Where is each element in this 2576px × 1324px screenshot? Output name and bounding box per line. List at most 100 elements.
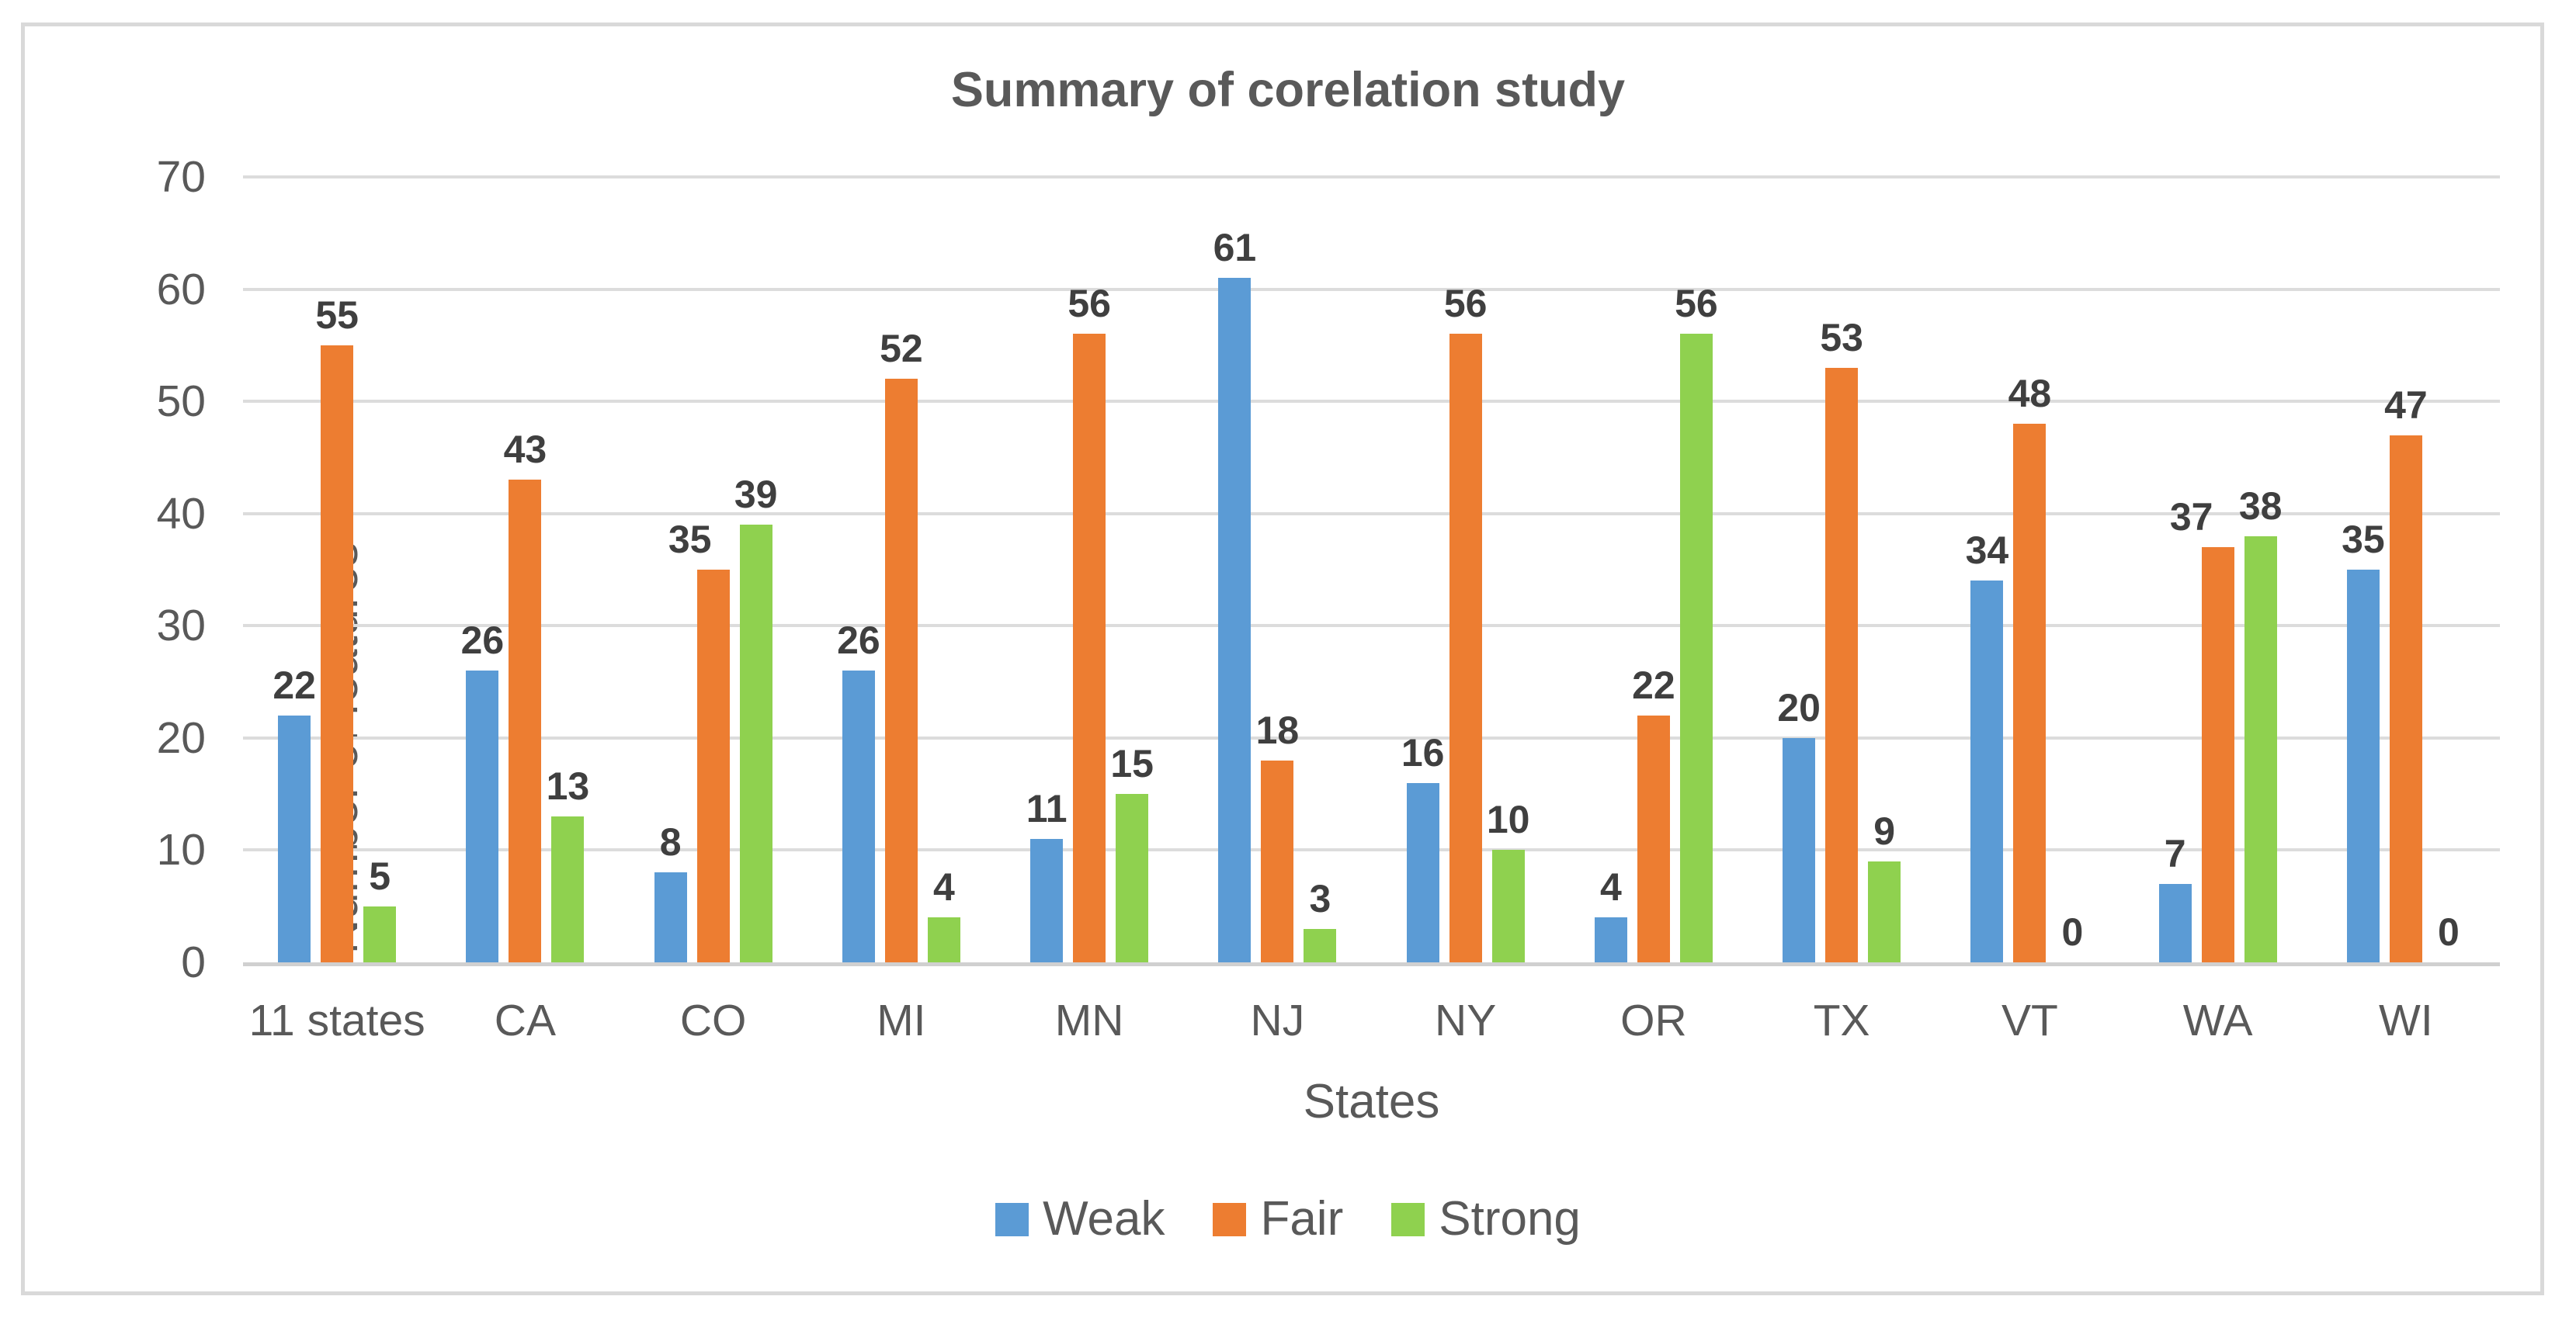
bar-slot-fair: 53 [1820,177,1863,962]
bar-slot-fair: 52 [880,177,923,962]
data-label-fair: 56 [1068,282,1111,326]
data-label-weak: 35 [2342,518,2385,561]
bar-cluster: 4 22 56 [1560,177,1748,962]
bar-groups: 22 55 5 11 states 26 43 13 CA 8 35 39 CO 26 52 4 MI 11 56… [243,177,2500,1045]
data-label-weak: 20 [1777,685,1821,730]
x-category-label: VT [2001,996,2058,1045]
bar-weak [2158,883,2192,962]
data-label-strong: 15 [1110,742,1154,786]
bar-fair [696,570,730,962]
bar-weak [2346,570,2380,962]
bar-weak [1218,278,1252,962]
gridline [243,511,2500,515]
bar-slot-strong: 9 [1868,177,1901,962]
bar-cluster: 26 52 4 [807,177,995,962]
legend-swatch-fair [1213,1202,1247,1236]
y-tick-label: 60 [156,264,206,314]
bar-cluster: 34 48 0 [1935,177,2123,962]
x-category-label: 11 states [248,996,425,1045]
bar-strong [2244,535,2277,962]
data-label-weak: 26 [837,619,880,663]
chart-border-frame [21,23,2544,1295]
data-label-fair: 48 [2008,372,2052,416]
x-category-label: CA [494,996,556,1045]
data-label-strong: 10 [1486,798,1530,842]
bar-weak [1594,917,1627,962]
x-axis-line [243,962,2500,966]
bar-slot-weak: 20 [1777,177,1821,962]
bar-weak [842,671,875,962]
bar-slot-strong: 15 [1110,177,1154,962]
bar-cluster: 7 37 38 [2124,177,2312,962]
bar-cluster: 22 55 5 [243,177,431,962]
bar-slot-weak: 61 [1213,177,1256,962]
bar-weak [1783,737,1816,962]
bar-slot-fair: 37 [2170,177,2234,962]
data-label-weak: 26 [460,619,505,663]
bar-cluster: 11 56 15 [995,177,1183,962]
data-label-fair: 43 [503,428,547,472]
data-label-strong: 5 [369,854,391,898]
bar-weak [1970,581,2004,962]
bar-slot-fair: 56 [1444,177,1487,962]
data-label-weak: 61 [1213,226,1257,270]
y-tick-label: 50 [156,376,206,427]
category-group-or: 4 22 56 OR [1560,177,1748,1045]
data-label-strong: 56 [1675,282,1718,326]
category-group-mn: 11 56 15 MN [995,177,1183,1045]
x-category-label: MI [877,996,926,1045]
bar-slot-strong: 39 [734,177,777,962]
bar-fair [2389,435,2422,962]
data-label-strong: 9 [1873,809,1896,853]
bar-cluster: 61 18 3 [1183,177,1371,962]
bar-slot-fair: 48 [2008,177,2051,962]
bar-slot-strong: 13 [547,177,589,962]
gridline [243,848,2500,852]
bar-slot-weak: 4 [1594,177,1627,962]
bar-slot-weak: 7 [2158,177,2192,962]
bar-strong [1679,334,1713,962]
bar-fair [1073,334,1106,962]
bar-slot-fair: 47 [2384,177,2428,962]
chart-title: Summary of corelation study [950,63,1626,117]
data-label-fair: 35 [668,518,712,561]
gridline [243,287,2500,291]
y-tick-label: 10 [156,825,206,875]
bar-slot-weak: 16 [1401,177,1444,962]
data-label-strong: 38 [2238,484,2283,528]
bar-slot-weak: 22 [273,177,316,962]
category-group-co: 8 35 39 CO [620,177,807,1045]
bar-cluster: 16 56 10 [1372,177,1560,962]
data-label-fair: 47 [2384,383,2428,427]
bar-slot-strong: 0 [2056,177,2088,962]
bar-slot-fair: 35 [668,177,730,962]
category-group-mi: 26 52 4 MI [807,177,995,1045]
bar-fair [321,345,354,962]
bar-cluster: 8 35 39 [620,177,807,962]
data-label-weak: 11 [1026,786,1068,830]
data-label-weak: 22 [273,663,316,707]
bar-slot-fair: 22 [1632,177,1675,962]
gridline [243,736,2500,740]
bar-slot-strong: 10 [1487,177,1529,962]
bar-strong [927,917,960,962]
gridline [243,400,2500,404]
category-group-ny: 16 56 10 NY [1372,177,1560,1045]
bar-slot-fair: 55 [315,177,359,962]
data-label-fair: 52 [880,327,923,371]
y-tick-label: 30 [156,601,206,651]
data-label-fair: 53 [1820,315,1863,359]
bar-fair [2201,547,2234,962]
y-tick-label: 40 [156,488,206,539]
data-label-weak: 34 [1965,529,2009,573]
legend-swatch-strong [1391,1202,1425,1236]
category-group-wi: 35 47 0 WI [2312,177,2500,1045]
bar-slot-strong: 56 [1675,177,1718,962]
bar-fair [1637,715,1670,962]
x-category-label: NY [1435,996,1497,1045]
y-tick-label: 0 [181,938,206,987]
x-category-label: WA [2182,996,2253,1045]
bar-fair [1261,760,1294,962]
bar-slot-strong: 4 [927,177,960,962]
legend-label: Fair [1260,1192,1344,1246]
